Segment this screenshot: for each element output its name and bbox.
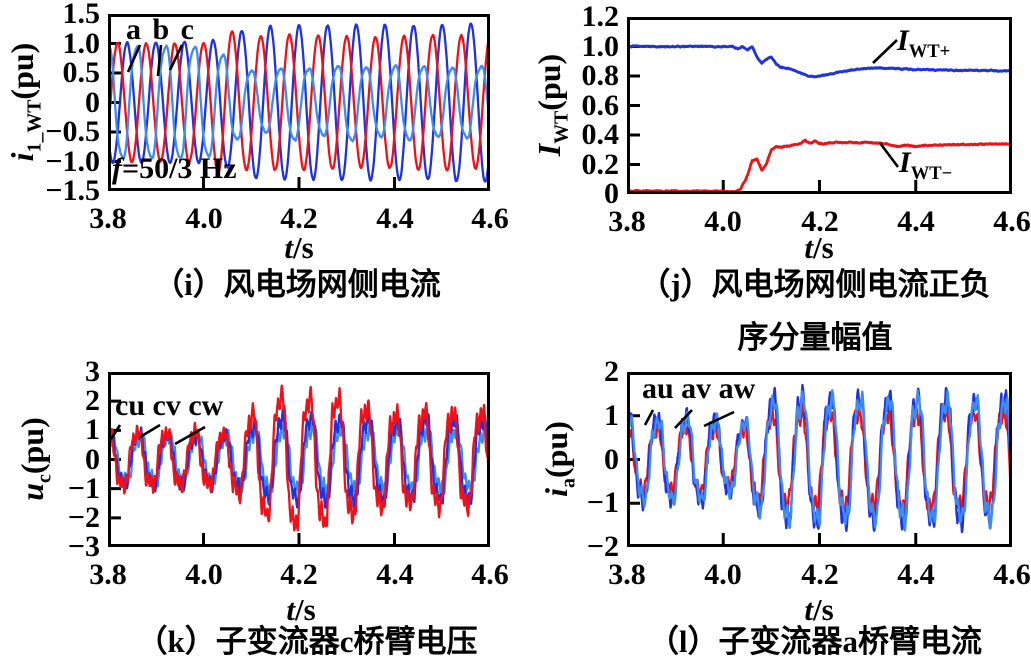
y-tick-label: 0.6 (581, 89, 620, 122)
y-tick-label: 2 (85, 384, 100, 417)
waveform-canvas-i (108, 14, 490, 191)
y-tick-label: −3 (67, 530, 100, 563)
x-tick-label: 4.4 (897, 558, 935, 591)
x-tick-label: 3.8 (608, 558, 646, 591)
y-tick-label: 0 (85, 443, 100, 476)
x-tick-label: 4.2 (280, 202, 318, 235)
caption-l: （l）子变流器a桥臂电流 (647, 624, 983, 659)
x-tick-label: 4.2 (280, 558, 318, 591)
x-axis-label-i: t/s (284, 230, 314, 265)
x-tick-label: 4.6 (471, 202, 509, 235)
y-tick-label: −2 (586, 530, 619, 563)
y-tick-label: −1.0 (45, 145, 100, 178)
x-tick-label: 4.4 (376, 202, 414, 235)
x-axis-label-j: t/s (804, 230, 834, 265)
iwt-negative-annotation: IWT− (899, 146, 953, 185)
x-tick-label: 4.0 (185, 558, 223, 591)
x-tick-label: 4.2 (801, 205, 839, 238)
y-tick-label: 1.2 (581, 0, 620, 33)
caption-k: （k）子变流器c桥臂电压 (136, 624, 478, 659)
y-tick-label: 0.5 (62, 56, 101, 89)
waveform-canvas-k (108, 372, 490, 547)
x-tick-label: 3.8 (89, 558, 127, 591)
y-tick-label: 1.5 (62, 0, 101, 30)
x-tick-label: 4.0 (185, 202, 223, 235)
arm-cu-cv-cw-annotation: cu cv cw (115, 389, 224, 422)
y-tick-label: 0 (85, 86, 100, 119)
caption-j-line1: （j）风电场网侧电流正负 (639, 267, 991, 302)
x-axis-label-k: t/s (286, 592, 316, 627)
y-tick-label: 0.2 (581, 148, 620, 181)
phase-abc-annotation: a b c (126, 13, 196, 46)
x-tick-label: 4.2 (801, 558, 839, 591)
x-axis-label-l: t/s (804, 592, 834, 627)
y-tick-label: 0.8 (581, 59, 620, 92)
x-tick-label: 4.4 (897, 205, 935, 238)
x-tick-label: 4.6 (993, 205, 1031, 238)
y-tick-label: 1 (85, 413, 100, 446)
y-tick-label: −0.5 (45, 115, 100, 148)
y-tick-label: 3 (85, 355, 100, 388)
y-tick-label: 0.4 (581, 118, 620, 151)
waveform-canvas-j (627, 17, 1012, 194)
y-tick-label: 0 (604, 177, 619, 210)
y-tick-label: −1 (67, 472, 100, 505)
y-tick-label: 1 (604, 399, 619, 432)
y-tick-label: −1.5 (45, 174, 100, 207)
y-tick-label: −2 (67, 501, 100, 534)
caption-j-line2: 序分量幅值 (737, 320, 893, 355)
x-tick-label: 4.4 (376, 558, 414, 591)
y-tick-label: 1.0 (581, 30, 620, 63)
waveform-canvas-l (627, 372, 1012, 547)
x-tick-label: 4.0 (704, 558, 742, 591)
frequency-annotation: f=50/3 Hz (112, 152, 237, 185)
iwt-positive-annotation: IWT+ (897, 24, 951, 63)
y-tick-label: −1 (586, 486, 619, 519)
x-tick-label: 4.6 (993, 558, 1031, 591)
x-tick-label: 3.8 (89, 202, 127, 235)
caption-i: （i）风电场网侧电流 (153, 267, 441, 302)
x-tick-label: 4.0 (704, 205, 742, 238)
x-tick-label: 4.6 (471, 558, 509, 591)
y-tick-label: 2 (604, 355, 619, 388)
arm-au-av-aw-annotation: au av aw (642, 372, 756, 405)
y-tick-label: 0 (604, 443, 619, 476)
y-tick-label: 1.0 (62, 27, 101, 60)
x-tick-label: 3.8 (608, 205, 646, 238)
